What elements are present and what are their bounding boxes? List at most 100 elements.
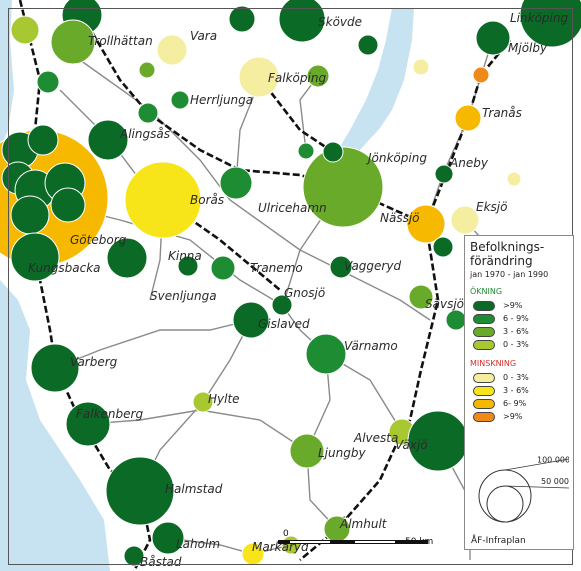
town-circle — [445, 309, 467, 331]
legend-title-1: Befolknings- — [470, 240, 545, 254]
legend-credit: ÅF-Infraplan — [471, 536, 526, 546]
city-label: Tranås — [482, 106, 522, 120]
town-circle — [10, 195, 50, 235]
town-circle — [238, 56, 280, 98]
town-circle — [123, 545, 145, 567]
town-circle — [271, 294, 293, 316]
town-circle — [65, 401, 111, 447]
town-circle — [289, 433, 325, 469]
scale-distance: 50 km — [405, 537, 433, 547]
town-circle — [106, 237, 148, 279]
legend-decrease-row: 0 - 3% — [470, 371, 568, 384]
town-circle — [472, 66, 490, 84]
city-label: Trollhättan — [88, 34, 153, 48]
legend-increase-label: 3 - 6% — [503, 327, 529, 336]
town-circle — [219, 166, 253, 200]
town-circle — [170, 90, 190, 110]
town-labels: Trollhättan Vara Skövde Linköping Mjölby Falk… — [28, 11, 568, 569]
town-circle — [210, 255, 236, 281]
city-label: Hylte — [208, 392, 240, 406]
city-label: Gnosjö — [284, 286, 325, 300]
legend: Befolknings- förändring jan 1970 - jan 1… — [464, 235, 574, 550]
town-circle — [357, 34, 379, 56]
lake-vattern — [338, 8, 414, 160]
legend-decrease-header: MINSKNING — [470, 359, 517, 368]
town-circle — [412, 58, 430, 76]
city-label: Värnamo — [344, 339, 398, 353]
town-circle — [124, 161, 202, 239]
town-circle — [50, 187, 86, 223]
town-circle — [36, 70, 60, 94]
town-circle — [177, 255, 199, 277]
legend-size-large: 100 000 — [537, 456, 569, 465]
town-circle — [138, 61, 156, 79]
legend-decrease-swatch — [473, 398, 495, 409]
legend-increase-swatch — [473, 339, 495, 350]
city-label: Falkenberg — [76, 407, 143, 421]
city-label: Växjö — [395, 438, 428, 452]
city-label: Göteborg — [70, 233, 127, 247]
legend-increase-swatch — [473, 313, 495, 324]
legend-increase-swatch — [473, 326, 495, 337]
legend-decrease-row: >9% — [470, 410, 568, 423]
town-circle — [302, 146, 384, 228]
city-label: Älmhult — [339, 516, 388, 531]
city-label: Alingsås — [119, 127, 170, 141]
town-circle — [322, 141, 344, 163]
town-circle — [297, 142, 315, 160]
city-label: Jönköping — [366, 151, 427, 165]
town-circle — [434, 164, 454, 184]
city-label: Skövde — [318, 15, 362, 29]
legend-size-small: 50 000 — [541, 477, 569, 486]
legend-increase-label: >9% — [503, 301, 523, 310]
town-circle — [519, 0, 581, 48]
sea-kattegat — [0, 0, 110, 571]
city-label: Eksjö — [476, 200, 507, 214]
city-label: Kungsbacka — [28, 261, 101, 275]
legend-decrease-row: 3 - 6% — [470, 384, 568, 397]
town-circle — [305, 333, 347, 375]
town-circle — [87, 119, 129, 161]
legend-decrease-label: 6- 9% — [503, 399, 527, 408]
legend-increase-row: 3 - 6% — [470, 325, 568, 338]
town-circle — [27, 124, 59, 156]
town-circle — [406, 204, 446, 244]
city-label: Aneby — [449, 156, 489, 170]
city-label: Ljungby — [318, 446, 366, 460]
city-label: Borås — [190, 193, 224, 207]
legend-period: jan 1970 - jan 1990 — [470, 270, 549, 279]
scale-zero: 0 — [283, 529, 289, 539]
city-label: Falköping — [268, 71, 326, 85]
town-circle — [50, 19, 96, 65]
legend-decrease-row: 6- 9% — [470, 397, 568, 410]
legend-title-2: förändring — [470, 254, 533, 268]
city-label: Gislaved — [258, 317, 310, 331]
legend-decrease-label: >9% — [503, 412, 523, 421]
city-label: Ulricehamn — [258, 201, 327, 215]
city-label: Herrljunga — [190, 93, 253, 107]
legend-increase-list: >9% 6 - 9% 3 - 6% 0 - 3% — [470, 299, 568, 351]
legend-increase-label: 6 - 9% — [503, 314, 529, 323]
city-label: Tranemo — [250, 261, 303, 275]
legend-decrease-label: 0 - 3% — [503, 373, 529, 382]
city-label: Nässjö — [380, 211, 420, 225]
city-label: Linköping — [510, 11, 568, 25]
scale-bar: 0 50 km — [278, 529, 433, 547]
town-circle — [156, 34, 188, 66]
town-circle — [329, 255, 353, 279]
legend-increase-row: 0 - 3% — [470, 338, 568, 351]
city-label: Sävsjö — [425, 297, 464, 311]
town-circle — [475, 20, 511, 56]
legend-decrease-swatch — [473, 411, 495, 422]
city-label: Vaggeryd — [344, 259, 401, 273]
legend-increase-header: ÖKNING — [470, 287, 503, 296]
town-circle — [432, 236, 454, 258]
legend-decrease-label: 3 - 6% — [503, 386, 529, 395]
city-label: Svenljunga — [150, 289, 217, 303]
city-label: Vara — [190, 29, 217, 43]
city-label: Kinna — [168, 249, 202, 263]
town-circle — [137, 102, 159, 124]
town-circle — [454, 104, 482, 132]
town-circle — [241, 542, 265, 566]
legend-increase-row: 6 - 9% — [470, 312, 568, 325]
